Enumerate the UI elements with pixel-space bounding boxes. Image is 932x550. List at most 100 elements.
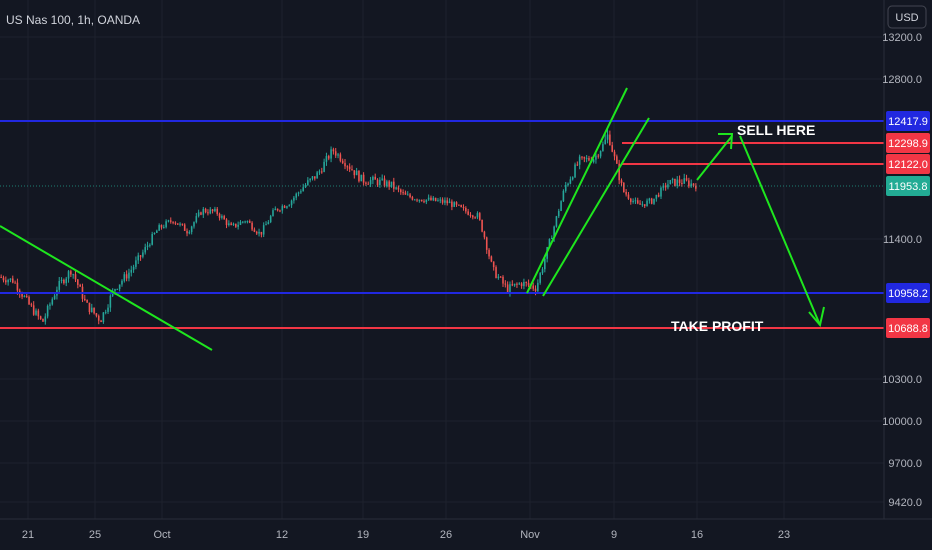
candle-body bbox=[355, 170, 358, 176]
down-arrow-head bbox=[808, 306, 825, 328]
candle-body bbox=[451, 201, 453, 207]
candle-body bbox=[77, 279, 79, 285]
candle-body bbox=[379, 179, 381, 185]
candle-body bbox=[244, 221, 246, 223]
candle-body bbox=[595, 155, 597, 160]
candle-body bbox=[11, 278, 14, 283]
candle-body bbox=[567, 183, 569, 186]
candle-body bbox=[276, 208, 279, 211]
candle-body bbox=[367, 183, 370, 185]
candle-body bbox=[193, 222, 195, 227]
candle-body bbox=[344, 163, 346, 167]
candle-body bbox=[597, 155, 600, 157]
candle-body bbox=[692, 183, 695, 186]
candle-body bbox=[485, 237, 488, 250]
price-axis[interactable]: USD 13200.0 12800.0 11400.0 10300.0 10000.0 9… bbox=[882, 0, 930, 519]
candle-body bbox=[437, 200, 439, 202]
candle-body bbox=[471, 215, 474, 218]
candle-body bbox=[309, 178, 311, 181]
candle-body bbox=[49, 304, 51, 306]
channel-upper-line[interactable] bbox=[526, 87, 628, 294]
candle-body bbox=[506, 284, 509, 293]
candle-body bbox=[300, 191, 302, 193]
candle-body bbox=[158, 225, 160, 231]
down-arrow-line[interactable] bbox=[739, 135, 821, 326]
level-badge-label: 12417.9 bbox=[888, 116, 928, 128]
candle-body bbox=[418, 199, 421, 201]
candle-body bbox=[653, 198, 655, 204]
candle-body bbox=[325, 156, 328, 162]
candle-body bbox=[130, 269, 133, 273]
candle-body bbox=[406, 194, 409, 196]
candle-body bbox=[643, 204, 646, 207]
candle-body bbox=[39, 316, 42, 319]
candle-body bbox=[455, 202, 458, 205]
candle-body bbox=[393, 181, 395, 189]
candle-body bbox=[502, 276, 504, 284]
candle-body bbox=[448, 201, 451, 204]
y-tick-label: 9420.0 bbox=[888, 497, 922, 509]
candle-body bbox=[467, 211, 469, 215]
candle-body bbox=[44, 316, 47, 322]
symbol-title: US Nas 100, 1h, OANDA bbox=[6, 13, 140, 27]
candle-body bbox=[35, 310, 37, 315]
candle-body bbox=[616, 156, 618, 164]
up-arrow-line[interactable] bbox=[696, 135, 733, 181]
candle-body bbox=[267, 222, 270, 225]
candle-body bbox=[574, 164, 576, 178]
candle-body bbox=[58, 280, 61, 290]
candle-body bbox=[142, 252, 144, 257]
candle-body bbox=[583, 156, 586, 159]
candle-body bbox=[16, 282, 19, 291]
candle-body bbox=[460, 205, 462, 208]
candle-body bbox=[592, 159, 595, 163]
candle-body bbox=[629, 198, 632, 202]
candle-body bbox=[67, 271, 70, 279]
drawings bbox=[0, 87, 825, 351]
candle-body bbox=[169, 220, 172, 222]
candle-body bbox=[53, 295, 56, 300]
candle-body bbox=[478, 213, 481, 220]
candle-body bbox=[74, 274, 77, 280]
candle-body bbox=[599, 150, 602, 157]
candle-body bbox=[509, 284, 511, 293]
candle-body bbox=[527, 282, 530, 286]
candle-body bbox=[376, 179, 379, 185]
candle-body bbox=[218, 213, 221, 218]
candle-body bbox=[611, 145, 613, 152]
candle-body bbox=[293, 197, 295, 201]
currency-button-label: USD bbox=[895, 12, 918, 24]
level-badge-label: 10688.8 bbox=[888, 323, 928, 335]
candle-body bbox=[511, 284, 514, 286]
candle-body bbox=[413, 199, 416, 201]
candle-body bbox=[23, 295, 26, 297]
level-badge bbox=[886, 318, 930, 338]
level-badge bbox=[886, 111, 930, 131]
candle-body bbox=[388, 181, 390, 187]
candle-body bbox=[390, 181, 393, 187]
x-tick-label: 12 bbox=[276, 529, 288, 541]
candle-body bbox=[420, 199, 423, 202]
candle-body bbox=[188, 231, 191, 234]
channel-lower-line[interactable] bbox=[542, 117, 650, 297]
candle-body bbox=[581, 156, 583, 158]
x-tick-labels: 21 25 Oct 12 19 26 Nov 9 16 23 bbox=[22, 529, 790, 541]
time-axis[interactable]: 21 25 Oct 12 19 26 Nov 9 16 23 bbox=[0, 518, 932, 541]
candle-body bbox=[181, 223, 184, 225]
candle-body bbox=[221, 216, 223, 218]
y-tick-label: 11400.0 bbox=[883, 234, 922, 246]
candle-body bbox=[183, 224, 186, 231]
candle-body bbox=[93, 307, 95, 314]
candle-body bbox=[550, 238, 553, 240]
candle-body bbox=[411, 197, 414, 200]
candle-body bbox=[7, 280, 9, 283]
x-tick-label: 16 bbox=[691, 529, 703, 541]
candle-body bbox=[569, 179, 572, 184]
descending-trendline[interactable] bbox=[0, 225, 213, 351]
candle-body bbox=[214, 208, 216, 212]
candle-body bbox=[123, 274, 126, 281]
currency-button[interactable] bbox=[887, 5, 927, 29]
candle-body bbox=[153, 232, 156, 235]
